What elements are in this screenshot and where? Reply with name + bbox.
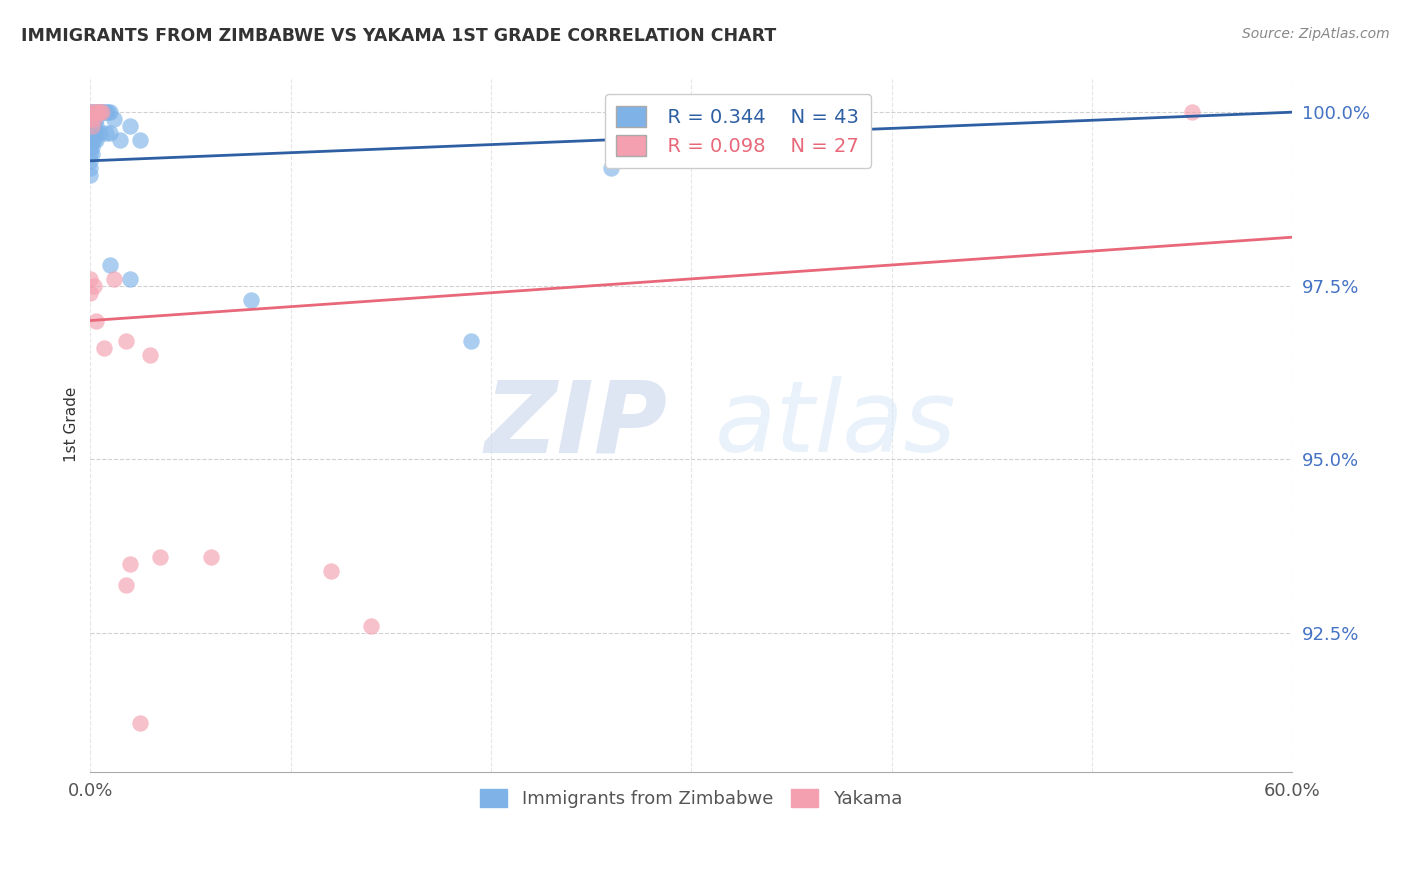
Point — [86, 105, 108, 120]
Point — [149, 549, 172, 564]
Point — [83, 105, 105, 120]
Point — [86, 112, 108, 127]
Point — [79, 272, 101, 286]
Point — [79, 133, 101, 147]
Point — [97, 105, 120, 120]
Point — [79, 105, 101, 120]
Point — [83, 105, 105, 120]
Point — [600, 161, 623, 175]
Point — [360, 619, 382, 633]
Point — [120, 557, 142, 571]
Point — [110, 133, 132, 147]
Point — [89, 126, 111, 140]
Text: atlas: atlas — [716, 376, 957, 474]
Point — [79, 285, 101, 300]
Point — [89, 105, 111, 120]
Text: Source: ZipAtlas.com: Source: ZipAtlas.com — [1241, 27, 1389, 41]
Point — [98, 126, 121, 140]
Point — [79, 153, 101, 168]
Point — [82, 126, 104, 140]
Point — [103, 272, 125, 286]
Point — [79, 140, 101, 154]
Point — [82, 119, 104, 133]
Point — [79, 146, 101, 161]
Point — [91, 105, 114, 120]
Point — [96, 126, 118, 140]
Y-axis label: 1st Grade: 1st Grade — [65, 387, 79, 462]
Point — [83, 126, 105, 140]
Point — [79, 112, 101, 127]
Point — [93, 105, 115, 120]
Point — [83, 278, 105, 293]
Point — [86, 105, 108, 120]
Point — [82, 119, 104, 133]
Point — [96, 105, 118, 120]
Point — [79, 161, 101, 175]
Point — [86, 133, 108, 147]
Point — [82, 146, 104, 161]
Point — [86, 126, 108, 140]
Point — [82, 133, 104, 147]
Point — [82, 105, 104, 120]
Point — [239, 293, 262, 307]
Point — [82, 112, 104, 127]
Point — [139, 348, 162, 362]
Point — [87, 105, 110, 120]
Point — [115, 334, 138, 349]
Text: ZIP: ZIP — [484, 376, 668, 474]
Point — [129, 133, 152, 147]
Point — [103, 112, 125, 127]
Point — [89, 105, 111, 120]
Point — [98, 258, 121, 272]
Legend: Immigrants from Zimbabwe, Yakama: Immigrants from Zimbabwe, Yakama — [472, 781, 910, 815]
Point — [86, 313, 108, 327]
Point — [319, 564, 342, 578]
Point — [86, 119, 108, 133]
Point — [87, 105, 110, 120]
Point — [120, 272, 142, 286]
Point — [115, 577, 138, 591]
Point — [200, 549, 222, 564]
Point — [82, 140, 104, 154]
Point — [91, 105, 114, 120]
Point — [79, 105, 101, 120]
Point — [129, 716, 152, 731]
Point — [83, 133, 105, 147]
Point — [93, 342, 115, 356]
Point — [120, 119, 142, 133]
Point — [83, 119, 105, 133]
Point — [83, 112, 105, 127]
Point — [460, 334, 482, 349]
Point — [83, 112, 105, 127]
Point — [1181, 105, 1204, 120]
Point — [98, 105, 121, 120]
Text: IMMIGRANTS FROM ZIMBABWE VS YAKAMA 1ST GRADE CORRELATION CHART: IMMIGRANTS FROM ZIMBABWE VS YAKAMA 1ST G… — [21, 27, 776, 45]
Point — [79, 168, 101, 182]
